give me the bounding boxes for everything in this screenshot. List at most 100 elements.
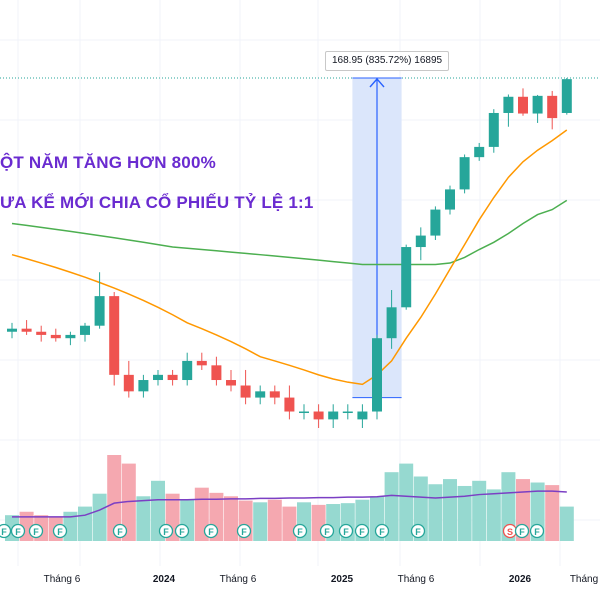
volume-bar bbox=[559, 506, 574, 541]
candle-body bbox=[211, 365, 222, 381]
event-marker-circle bbox=[203, 523, 219, 539]
event-marker-label: F bbox=[163, 527, 169, 537]
candle-body bbox=[430, 209, 441, 236]
volume-bar bbox=[107, 455, 122, 541]
candle-body bbox=[269, 391, 280, 398]
event-marker-circle bbox=[319, 523, 335, 539]
measure-arrow-head bbox=[369, 77, 385, 88]
event-marker: F bbox=[292, 523, 308, 539]
event-marker-label: F bbox=[33, 527, 39, 537]
event-marker-label: F bbox=[15, 527, 21, 537]
measure-label: 168.95 (835.72%) 16895 bbox=[325, 51, 450, 71]
event-marker-label: F bbox=[324, 527, 330, 537]
event-marker-circle bbox=[158, 523, 174, 539]
candle-body bbox=[547, 95, 558, 119]
event-marker-label: F bbox=[179, 527, 185, 537]
event-marker-label: F bbox=[208, 527, 214, 537]
candle-body bbox=[532, 95, 543, 114]
candle-body bbox=[561, 79, 572, 113]
volume-bar bbox=[545, 485, 560, 541]
event-marker: F bbox=[236, 523, 252, 539]
event-marker-circle bbox=[354, 523, 370, 539]
candle-body bbox=[36, 331, 47, 335]
event-marker: F bbox=[10, 523, 26, 539]
event-marker: F bbox=[338, 523, 354, 539]
candle-body bbox=[328, 411, 339, 420]
event-marker: F bbox=[354, 523, 370, 539]
event-marker-label: F bbox=[343, 527, 349, 537]
event-marker: F bbox=[529, 523, 545, 539]
volume-bar bbox=[63, 511, 78, 541]
candle-body bbox=[415, 235, 426, 248]
candle-body bbox=[284, 397, 295, 412]
candle-body bbox=[167, 374, 178, 381]
x-tick-label: Tháng 6 bbox=[44, 574, 81, 585]
candle-body bbox=[372, 338, 382, 412]
candle-body bbox=[255, 391, 266, 398]
candle-body bbox=[459, 157, 470, 190]
candle-body bbox=[196, 360, 207, 366]
x-axis-ticks: Tháng 6 2024 Tháng 6 2025 Tháng 6 2026 Tháng bbox=[44, 574, 599, 585]
candle-body bbox=[503, 96, 514, 113]
volume-ma-series bbox=[12, 490, 567, 518]
candle-body bbox=[123, 374, 134, 392]
event-marker-circle bbox=[374, 523, 390, 539]
event-marker-label: F bbox=[379, 527, 385, 537]
event-marker: F bbox=[0, 523, 12, 539]
volume-bar bbox=[486, 489, 501, 541]
event-marker-circle bbox=[174, 523, 190, 539]
candle-body bbox=[50, 334, 61, 339]
candle-body bbox=[240, 385, 251, 398]
volume-bar bbox=[501, 472, 516, 541]
candle-body bbox=[21, 328, 32, 332]
volume-bar bbox=[282, 506, 297, 541]
candle-body bbox=[386, 307, 397, 339]
moving-average-series bbox=[11, 129, 568, 386]
price-candles bbox=[7, 78, 572, 428]
annotation-line-1: ỘT NĂM TĂNG HƠN 800% bbox=[0, 153, 216, 172]
volume-bar bbox=[457, 485, 472, 541]
volume-bar bbox=[399, 463, 414, 541]
x-axis: Tháng 6 2024 Tháng 6 2025 Tháng 6 2026 Tháng bbox=[0, 566, 600, 600]
event-marker-label: F bbox=[297, 527, 303, 537]
event-marker-circle bbox=[236, 523, 252, 539]
event-marker: F bbox=[28, 523, 44, 539]
event-marker-circle bbox=[292, 523, 308, 539]
event-marker: F bbox=[203, 523, 219, 539]
event-marker: F bbox=[158, 523, 174, 539]
candle-body bbox=[518, 96, 528, 114]
event-marker: F bbox=[374, 523, 390, 539]
x-tick-label: 2026 bbox=[509, 574, 532, 585]
candle-body bbox=[153, 374, 163, 381]
volume-bar bbox=[472, 480, 487, 541]
candle-body bbox=[299, 411, 309, 414]
candle-body bbox=[65, 334, 76, 339]
ma-slow-line bbox=[11, 199, 568, 266]
event-marker: F bbox=[112, 523, 128, 539]
event-marker-circle bbox=[529, 523, 545, 539]
volume-bar bbox=[428, 484, 443, 541]
annotation-line-2: ƯA KỂ MỚI CHIA CỔ PHIẾU TỶ LỆ 1:1 bbox=[0, 193, 314, 212]
x-tick-label: 2024 bbox=[153, 574, 176, 585]
candle-body bbox=[357, 411, 368, 420]
candle-body bbox=[445, 189, 455, 210]
ma-fast-line bbox=[11, 129, 568, 386]
event-marker-label: F bbox=[57, 527, 63, 537]
volume-bar bbox=[253, 502, 268, 541]
candle-body bbox=[7, 328, 17, 332]
volume-bar bbox=[136, 496, 151, 541]
volume-bar bbox=[384, 472, 399, 541]
event-marker: S bbox=[502, 523, 518, 539]
event-marker-label: F bbox=[519, 527, 525, 537]
event-marker-circle bbox=[410, 523, 426, 539]
candle-body bbox=[313, 411, 324, 420]
candle-body bbox=[226, 380, 236, 386]
candle-body bbox=[474, 146, 485, 158]
event-marker-circle bbox=[28, 523, 44, 539]
event-marker-circle bbox=[10, 523, 26, 539]
candle-body bbox=[182, 360, 193, 381]
event-marker-circle bbox=[338, 523, 354, 539]
